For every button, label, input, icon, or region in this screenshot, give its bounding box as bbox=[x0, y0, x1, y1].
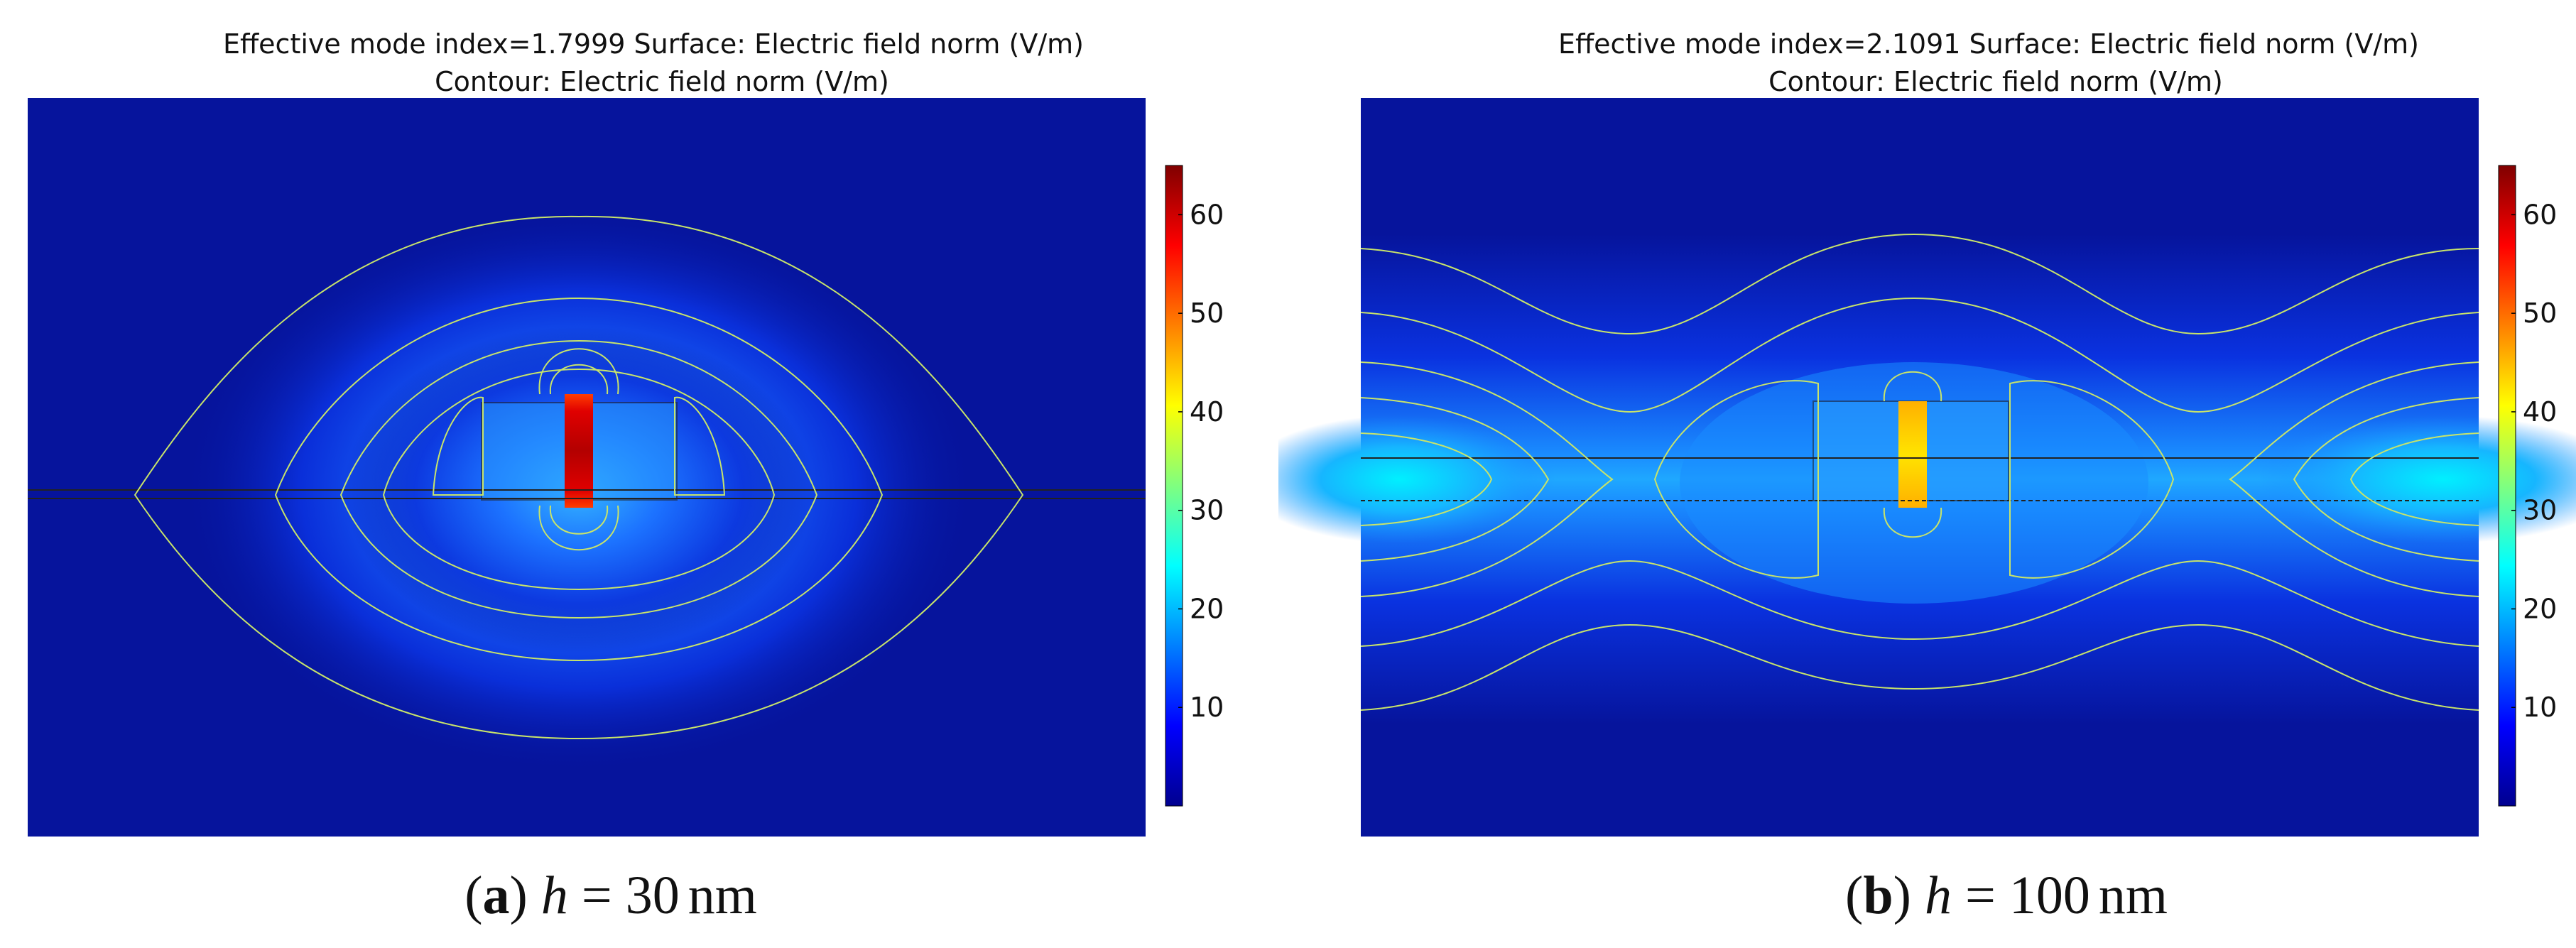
caption-b-equals: = bbox=[1964, 866, 1996, 925]
panel-b-colorbar-ticks: 10 20 30 40 50 60 bbox=[2511, 199, 2557, 723]
panel-b-svg: Effective mode index=2.1091 Surface: Ele… bbox=[1243, 28, 2576, 837]
panel-b: Effective mode index=2.1091 Surface: Ele… bbox=[1243, 0, 2576, 852]
caption-b-unit: nm bbox=[2098, 866, 2168, 925]
panel-b-metal-strip bbox=[1898, 401, 1927, 508]
colorbar-tick-label: 10 bbox=[1190, 692, 1224, 723]
colorbar-tick-label: 10 bbox=[2523, 692, 2557, 723]
panel-a-field-plot bbox=[28, 98, 1146, 837]
colorbar-tick-label: 20 bbox=[2523, 593, 2557, 624]
panel-a-contour bbox=[134, 215, 1024, 740]
panel-b-field-left-lobe bbox=[1243, 415, 1555, 543]
colorbar-tick-label: 30 bbox=[1190, 495, 1224, 526]
colorbar-tick-label: 30 bbox=[2523, 495, 2557, 526]
panel-a-contour bbox=[382, 368, 776, 591]
panel-b-title-line1: Effective mode index=2.1091 Surface: Ele… bbox=[1558, 28, 2419, 60]
panel-b-contour bbox=[1360, 560, 2479, 647]
colorbar-tick-label: 40 bbox=[2523, 396, 2557, 427]
panel-b-contour bbox=[1653, 380, 1819, 579]
panel-b-contour bbox=[2009, 380, 2175, 579]
caption-a-unit: nm bbox=[688, 866, 757, 925]
panel-b-contour bbox=[1360, 432, 1493, 526]
panel-b-contour bbox=[1360, 397, 1550, 562]
panel-b-colorbar: 10 20 30 40 50 60 bbox=[2498, 165, 2557, 807]
panel-a-contour bbox=[549, 505, 609, 535]
panel-a-contour bbox=[538, 348, 619, 395]
panel-a-colorbar-bar bbox=[1165, 165, 1183, 807]
panel-b-field-right-lobe bbox=[2259, 415, 2576, 543]
panel-a-contour-lines bbox=[134, 215, 1024, 740]
caption-b: (b) h = 100 nm bbox=[1845, 866, 2168, 925]
caption-b-variable: h bbox=[1924, 866, 1952, 925]
panel-b-contour bbox=[1360, 623, 2479, 711]
panel-b-contour bbox=[2229, 361, 2479, 597]
panel-a-title-line2: Contour: Electric field norm (V/m) bbox=[435, 66, 889, 97]
caption-b-letter: b bbox=[1863, 866, 1893, 925]
panel-b-title-line2: Contour: Electric field norm (V/m) bbox=[1768, 66, 2223, 97]
colorbar-tick-label: 40 bbox=[1190, 396, 1224, 427]
panel-b-colorbar-bar bbox=[2498, 165, 2516, 807]
panel-b-field-plot bbox=[1243, 98, 2576, 837]
panel-a-svg: Effective mode index=1.7999 Surface: Ele… bbox=[28, 28, 1224, 837]
panel-b-contour bbox=[1360, 297, 2479, 413]
panel-a-contour bbox=[432, 396, 484, 496]
panel-a-contour bbox=[339, 339, 818, 619]
panel-a-contour bbox=[549, 364, 609, 395]
panel-a-contour bbox=[274, 297, 884, 662]
panel-b-contour bbox=[1883, 507, 1942, 538]
colorbar-tick-label: 60 bbox=[1190, 199, 1224, 230]
panel-b-contour bbox=[1883, 371, 1942, 402]
panel-a-title-line1: Effective mode index=1.7999 Surface: Ele… bbox=[223, 28, 1084, 60]
caption-a-value: 30 bbox=[625, 866, 680, 925]
colorbar-tick-label: 60 bbox=[2523, 199, 2557, 230]
caption-a-variable: h bbox=[540, 866, 568, 925]
panel-a-colorbar-ticks: 10 20 30 40 50 60 bbox=[1178, 199, 1224, 723]
caption-b-value: 100 bbox=[2009, 866, 2090, 925]
panel-b-contour bbox=[1360, 233, 2479, 335]
colorbar-tick-label: 50 bbox=[2523, 298, 2557, 329]
panel-a-contour bbox=[674, 396, 726, 496]
panel-b-contour-lines bbox=[1360, 233, 2479, 711]
panel-a-contour bbox=[538, 505, 619, 551]
caption-a-letter: a bbox=[482, 866, 510, 925]
colorbar-tick-label: 20 bbox=[1190, 593, 1224, 624]
caption-a: (a) h = 30 nm bbox=[464, 866, 757, 925]
panel-b-contour bbox=[1360, 361, 1614, 597]
panel-a-colorbar: 10 20 30 40 50 60 bbox=[1165, 165, 1224, 807]
panel-a: Effective mode index=1.7999 Surface: Ele… bbox=[0, 0, 1278, 852]
panel-b-contour bbox=[2349, 432, 2479, 526]
caption-a-equals: = bbox=[581, 866, 612, 925]
panel-a-metal-strip bbox=[565, 394, 593, 508]
panel-b-contour bbox=[2293, 397, 2479, 562]
colorbar-tick-label: 50 bbox=[1190, 298, 1224, 329]
